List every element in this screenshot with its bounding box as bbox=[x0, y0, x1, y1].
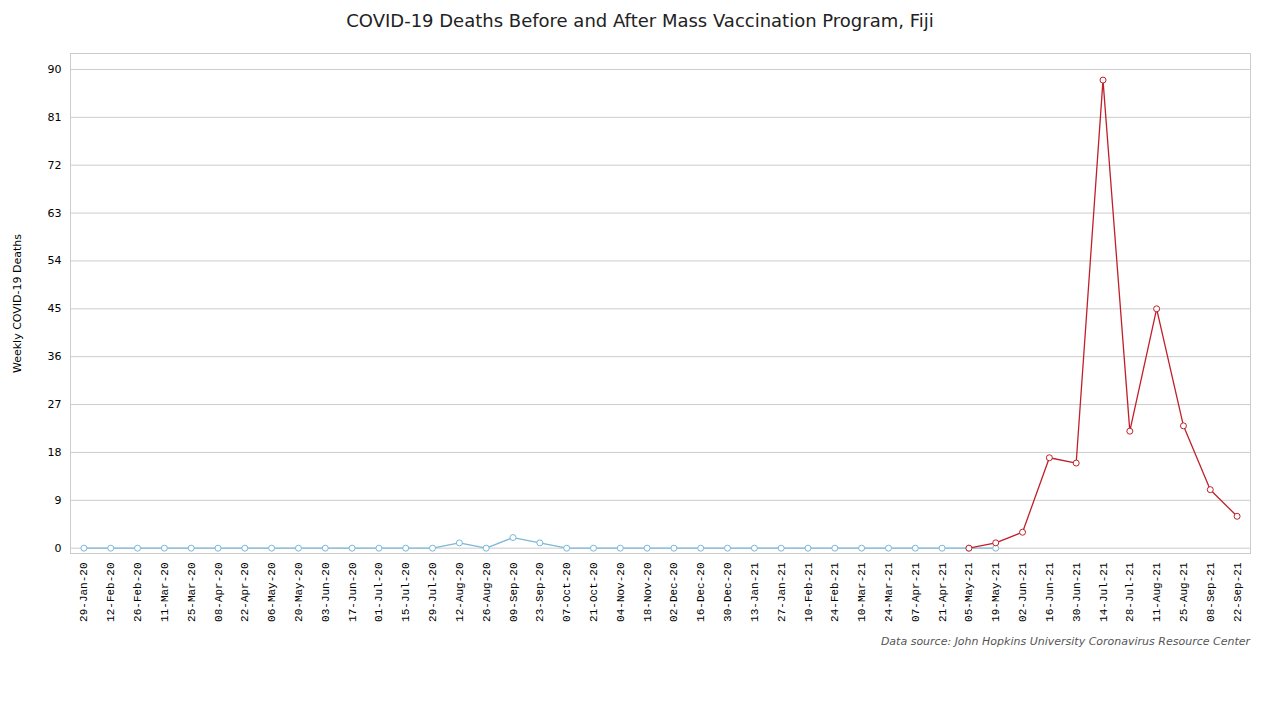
svg-text:30-Dec-20: 30-Dec-20 bbox=[722, 563, 734, 622]
svg-text:18: 18 bbox=[48, 446, 62, 459]
svg-text:03-Jun-20: 03-Jun-20 bbox=[320, 563, 332, 622]
svg-text:02-Jun-21: 02-Jun-21 bbox=[1017, 562, 1029, 622]
svg-text:04-Nov-20: 04-Nov-20 bbox=[615, 563, 627, 622]
svg-text:02-Dec-20: 02-Dec-20 bbox=[668, 563, 680, 622]
svg-text:22-Sep-21: 22-Sep-21 bbox=[1232, 562, 1244, 622]
svg-text:21-Apr-21: 21-Apr-21 bbox=[937, 562, 949, 622]
svg-text:29-Jan-20: 29-Jan-20 bbox=[78, 563, 90, 622]
svg-text:20-May-20: 20-May-20 bbox=[293, 563, 305, 622]
svg-text:81: 81 bbox=[48, 111, 62, 124]
svg-text:30-Jun-21: 30-Jun-21 bbox=[1071, 562, 1083, 622]
svg-text:27: 27 bbox=[48, 398, 62, 411]
svg-text:06-May-20: 06-May-20 bbox=[266, 563, 278, 622]
svg-text:45: 45 bbox=[48, 302, 62, 315]
svg-text:90: 90 bbox=[48, 63, 62, 76]
svg-text:24-Mar-21: 24-Mar-21 bbox=[883, 562, 895, 622]
svg-text:25-Mar-20: 25-Mar-20 bbox=[186, 563, 198, 622]
svg-text:11-Aug-21: 11-Aug-21 bbox=[1151, 562, 1163, 622]
html-text:Data source: John Hopkins Univ: Data source: John Hopkins University Cor… bbox=[880, 635, 1250, 648]
svg-text:15-Jul-20: 15-Jul-20 bbox=[400, 563, 412, 622]
svg-text:07-Oct-20: 07-Oct-20 bbox=[561, 563, 573, 622]
svg-text:01-Jul-20: 01-Jul-20 bbox=[373, 563, 385, 622]
svg-text:16-Dec-20: 16-Dec-20 bbox=[695, 563, 707, 622]
svg-text:54: 54 bbox=[48, 254, 62, 267]
html-text:COVID-19 Deaths Before and Aft: COVID-19 Deaths Before and After Mass Va… bbox=[346, 10, 934, 31]
svg-text:17-Jun-20: 17-Jun-20 bbox=[347, 563, 359, 622]
svg-text:12-Feb-20: 12-Feb-20 bbox=[105, 563, 117, 622]
svg-text:23-Sep-20: 23-Sep-20 bbox=[534, 563, 546, 622]
svg-text:14-Jul-21: 14-Jul-21 bbox=[1098, 562, 1110, 622]
svg-text:16-Jun-21: 16-Jun-21 bbox=[1044, 562, 1056, 622]
svg-text:12-Aug-20: 12-Aug-20 bbox=[454, 563, 466, 622]
svg-text:09-Sep-20: 09-Sep-20 bbox=[508, 563, 520, 622]
svg-text:9: 9 bbox=[55, 494, 62, 507]
svg-text:19-May-21: 19-May-21 bbox=[990, 562, 1002, 622]
svg-text:08-Sep-21: 08-Sep-21 bbox=[1205, 562, 1217, 622]
svg-text:13-Jan-21: 13-Jan-21 bbox=[749, 562, 761, 622]
svg-text:26-Aug-20: 26-Aug-20 bbox=[481, 563, 493, 622]
svg-text:21-Oct-20: 21-Oct-20 bbox=[588, 563, 600, 622]
svg-text:28-Jul-21: 28-Jul-21 bbox=[1124, 562, 1136, 622]
svg-text:24-Feb-21: 24-Feb-21 bbox=[829, 562, 841, 622]
svg-text:10-Feb-21: 10-Feb-21 bbox=[803, 562, 815, 622]
svg-text:26-Feb-20: 26-Feb-20 bbox=[132, 563, 144, 622]
svg-text:36: 36 bbox=[48, 350, 62, 363]
svg-text:11-Mar-20: 11-Mar-20 bbox=[159, 563, 171, 622]
svg-text:10-Mar-21: 10-Mar-21 bbox=[856, 562, 868, 622]
svg-text:05-May-21: 05-May-21 bbox=[963, 562, 975, 622]
svg-text:07-Apr-21: 07-Apr-21 bbox=[910, 562, 922, 622]
svg-text:72: 72 bbox=[48, 159, 62, 172]
svg-text:27-Jan-21: 27-Jan-21 bbox=[776, 562, 788, 622]
svg-text:Weekly COVID-19 Deaths: Weekly COVID-19 Deaths bbox=[11, 234, 24, 373]
svg-text:29-Jul-20: 29-Jul-20 bbox=[427, 563, 439, 622]
svg-text:63: 63 bbox=[48, 207, 62, 220]
svg-text:08-Apr-20: 08-Apr-20 bbox=[213, 563, 225, 622]
svg-text:22-Apr-20: 22-Apr-20 bbox=[239, 563, 251, 622]
svg-text:18-Nov-20: 18-Nov-20 bbox=[642, 563, 654, 622]
svg-text:0: 0 bbox=[55, 542, 62, 555]
svg-text:25-Aug-21: 25-Aug-21 bbox=[1178, 562, 1190, 622]
